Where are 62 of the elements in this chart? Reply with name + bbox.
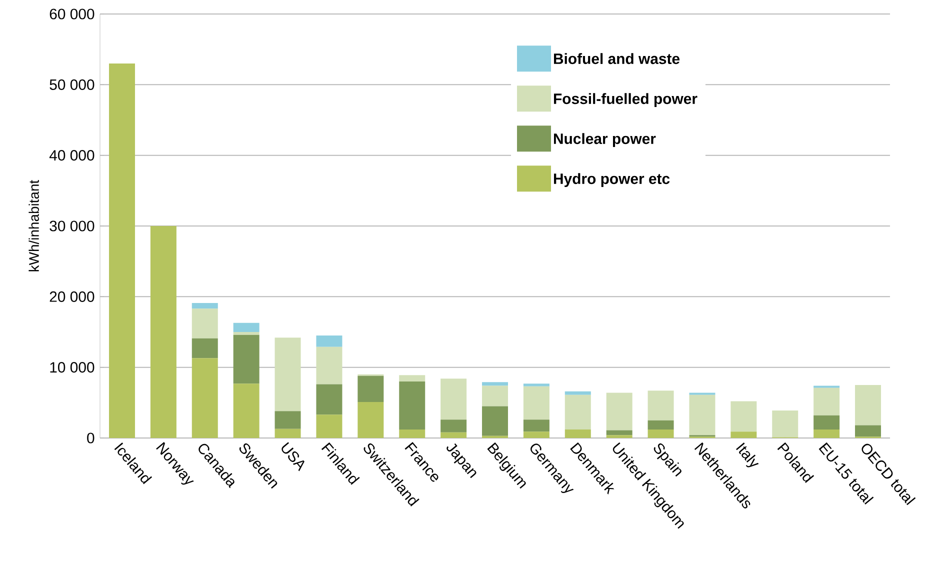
bar [564, 430, 591, 438]
bar [316, 336, 342, 347]
bar [730, 401, 757, 432]
bar [482, 382, 508, 386]
bar [274, 338, 301, 412]
bar [648, 420, 674, 430]
bar [689, 394, 716, 436]
bar [606, 430, 632, 436]
bar [316, 384, 342, 415]
bar [358, 402, 384, 438]
bar [523, 420, 550, 432]
y-tick-label: 0 [87, 432, 94, 444]
bar [233, 384, 260, 438]
bar [482, 386, 508, 406]
bar [730, 432, 757, 438]
bar [358, 376, 384, 402]
bar [316, 414, 342, 438]
bar [192, 358, 218, 438]
bar [772, 410, 798, 438]
bar [440, 432, 467, 438]
bar [855, 385, 882, 426]
bar [648, 430, 674, 438]
bar [192, 303, 218, 309]
bar [814, 388, 840, 416]
bar [274, 411, 301, 429]
bar [274, 428, 301, 438]
y-axis-title: kWh/inhabitant [28, 180, 39, 272]
bar [523, 384, 550, 386]
legend-label: Biofuel and waste [554, 53, 680, 64]
y-tick-label: 60 000 [50, 8, 94, 20]
bar [108, 63, 135, 438]
bar [440, 378, 467, 420]
bar [814, 415, 840, 430]
bar [233, 334, 260, 384]
bar [606, 435, 632, 438]
bar [523, 432, 550, 438]
legend-label: Hydro power etc [554, 173, 670, 188]
y-tick-label: 50 000 [50, 79, 94, 90]
bar [399, 375, 426, 382]
y-tick-label: 30 000 [50, 220, 94, 232]
bar [316, 346, 342, 384]
bar [482, 406, 508, 436]
bar [233, 332, 260, 335]
bar [855, 425, 882, 437]
y-tick-label: 10 000 [50, 362, 94, 373]
bar [192, 308, 218, 338]
bar [150, 226, 176, 438]
bar [564, 391, 591, 395]
y-tick-label: 20 000 [50, 291, 94, 302]
bar [399, 430, 426, 438]
bar [648, 390, 674, 420]
bar [564, 394, 591, 430]
legend-label: Nuclear power [554, 133, 656, 148]
bar [814, 430, 840, 438]
bar [440, 420, 467, 432]
bar [523, 386, 550, 420]
bar [399, 381, 426, 430]
y-tick-label: 40 000 [49, 150, 94, 161]
bar [233, 322, 260, 332]
legend-label: Fossil-fuelled power [554, 93, 698, 108]
bar [192, 338, 218, 358]
bar [606, 392, 632, 430]
